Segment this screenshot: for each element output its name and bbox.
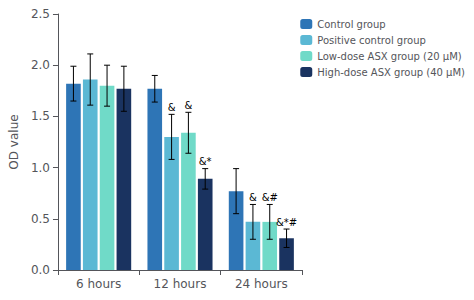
- svg-text:1.0: 1.0: [31, 161, 50, 175]
- svg-text:Control group: Control group: [317, 19, 385, 30]
- svg-text:&*: &*: [199, 156, 212, 167]
- svg-text:12 hours: 12 hours: [154, 277, 207, 291]
- svg-text:2.5: 2.5: [31, 7, 50, 21]
- svg-text:&#: &#: [262, 192, 278, 203]
- svg-text:&*#: &*#: [276, 217, 297, 228]
- svg-text:0.0: 0.0: [31, 263, 50, 277]
- svg-text:High-dose ASX group (40 μM): High-dose ASX group (40 μM): [317, 67, 465, 78]
- svg-text:24 hours: 24 hours: [235, 277, 288, 291]
- svg-text:OD value: OD value: [7, 114, 21, 169]
- svg-text:2.0: 2.0: [31, 58, 50, 72]
- svg-text:0.5: 0.5: [31, 212, 50, 226]
- svg-text:6 hours: 6 hours: [76, 277, 121, 291]
- svg-text:Positive control group: Positive control group: [317, 35, 426, 46]
- svg-text:1.5: 1.5: [31, 109, 50, 123]
- svg-text:&: &: [184, 100, 192, 111]
- svg-text:&: &: [168, 102, 176, 113]
- svg-text:&: &: [249, 192, 257, 203]
- svg-text:Low-dose ASX group (20 μM): Low-dose ASX group (20 μM): [317, 51, 462, 62]
